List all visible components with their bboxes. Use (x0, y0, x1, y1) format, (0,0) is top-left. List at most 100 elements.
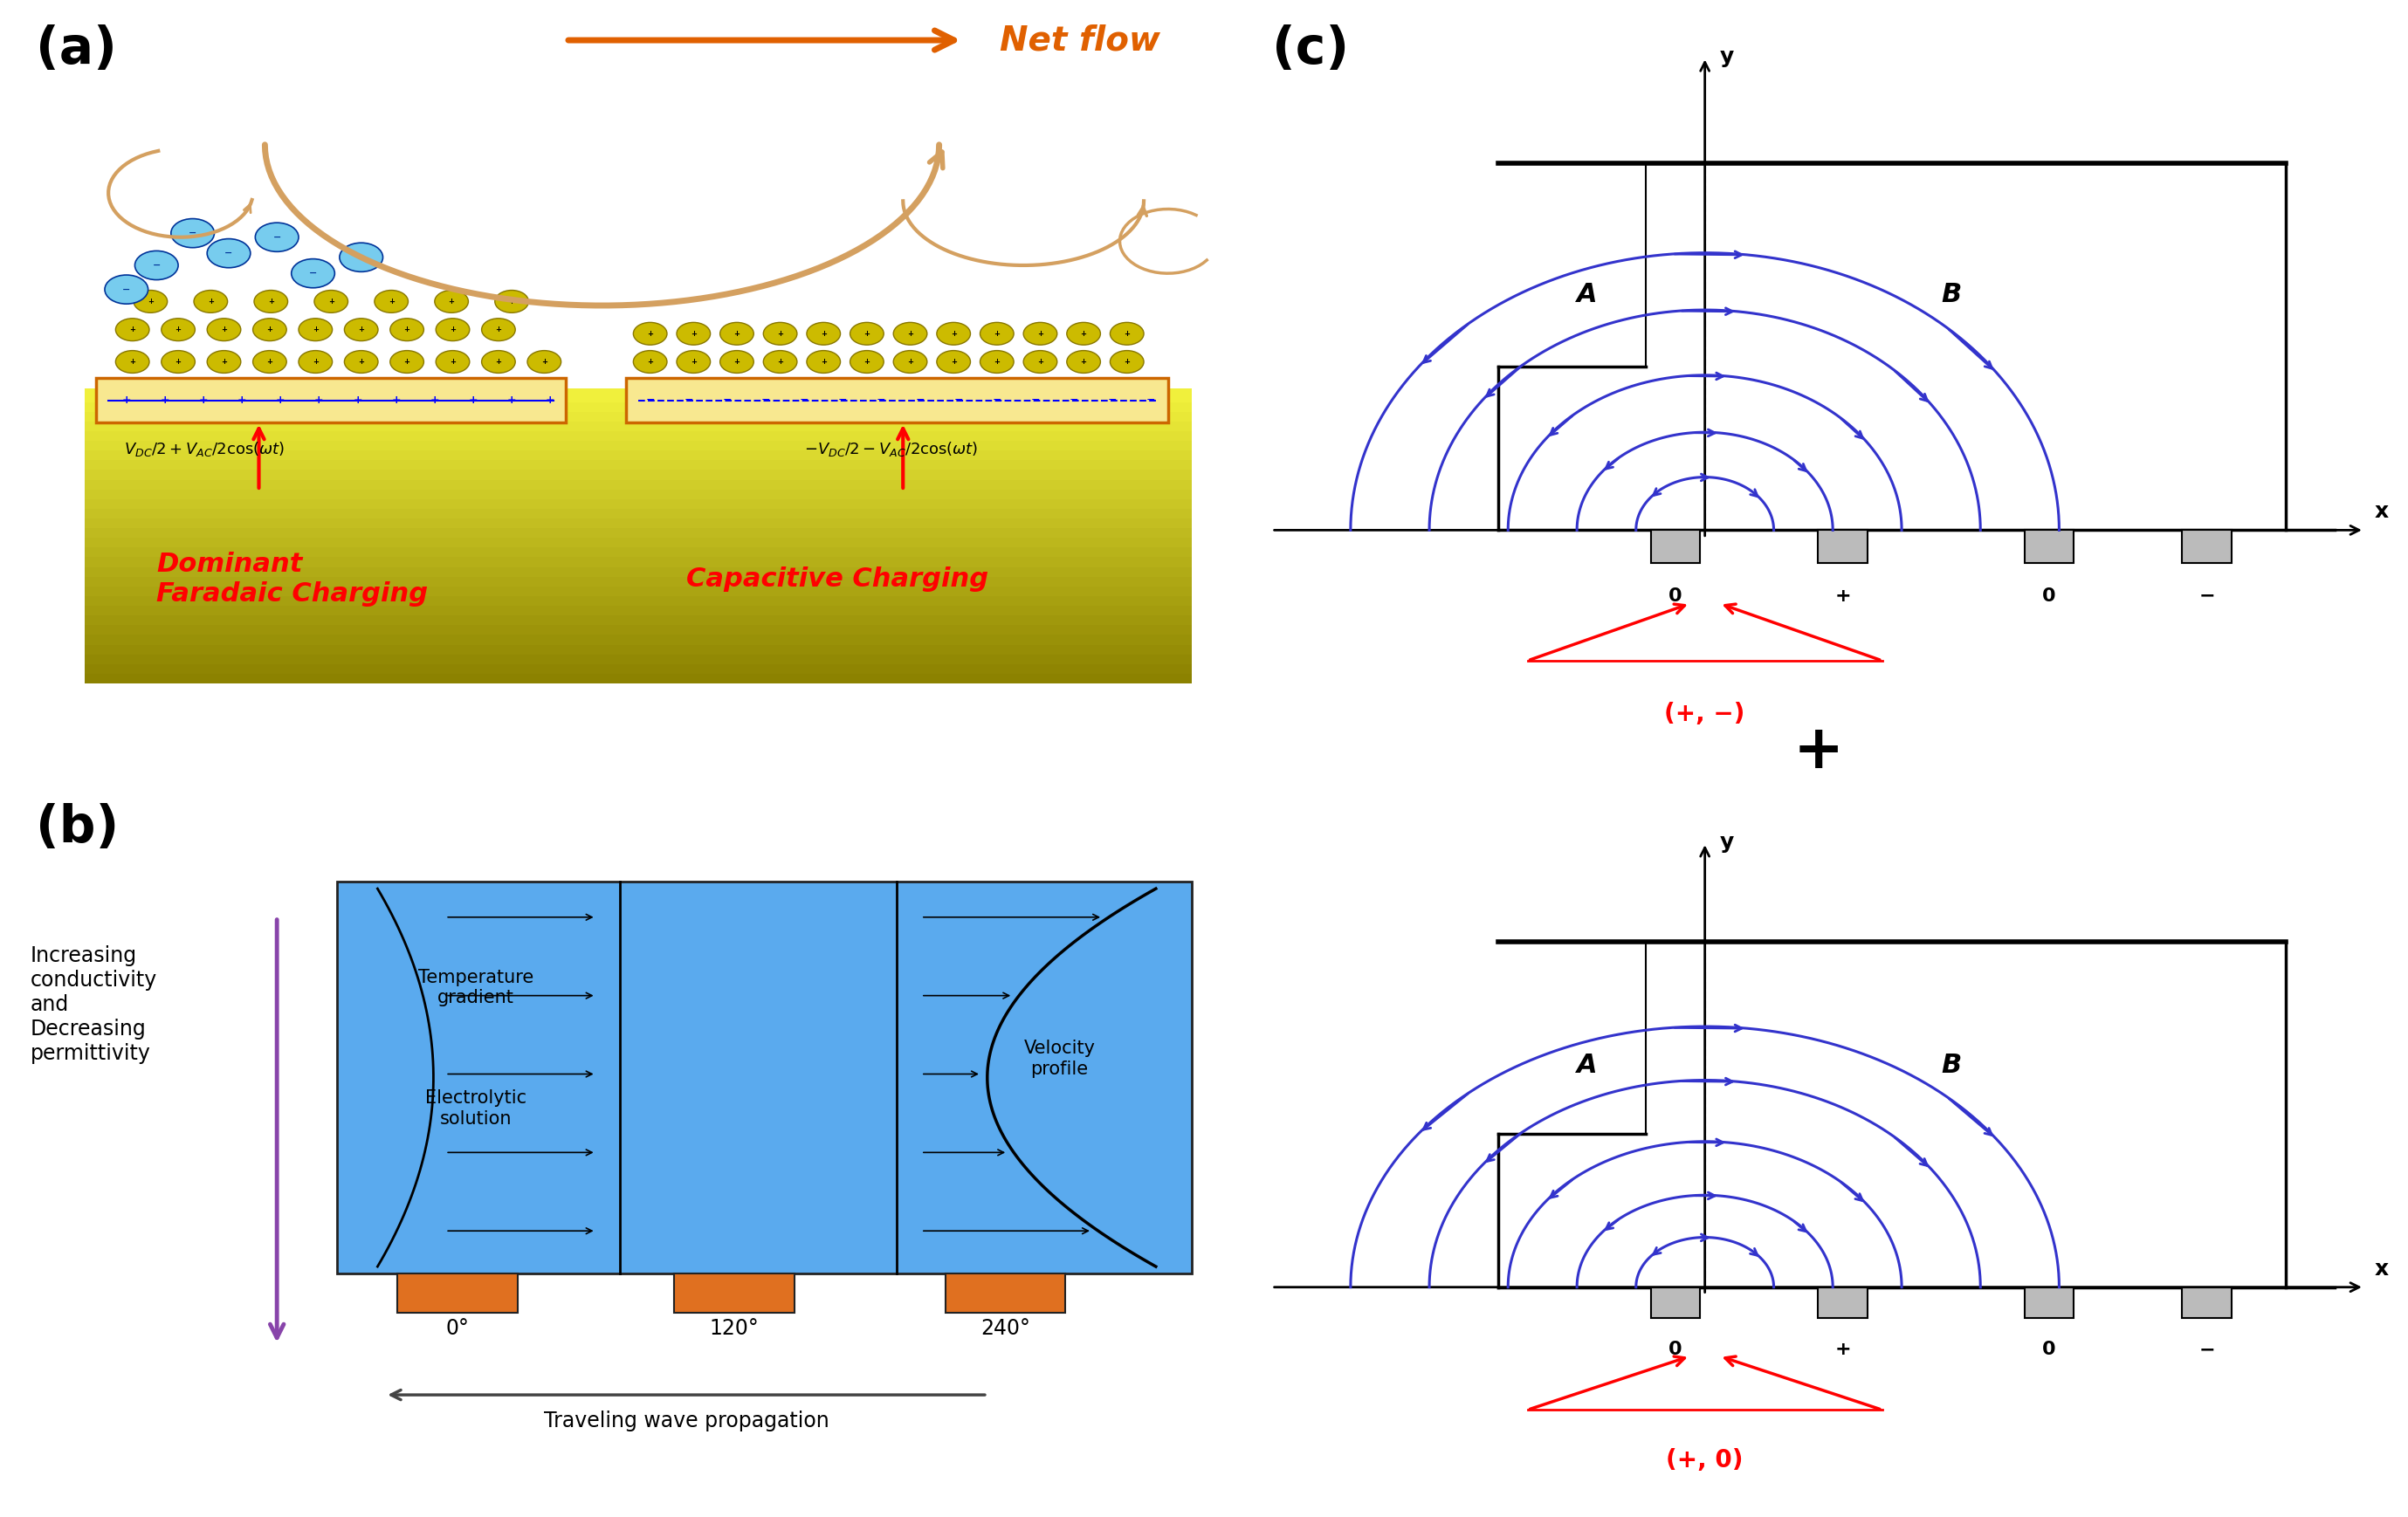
Text: +: + (1038, 329, 1043, 338)
Text: −: − (356, 253, 366, 261)
Bar (84, 525, 1192, 539)
Bar (84, 399, 1192, 411)
Circle shape (677, 323, 710, 344)
Text: +: + (691, 358, 696, 366)
Circle shape (255, 290, 289, 313)
Text: x: x (2374, 501, 2389, 522)
Text: −: − (645, 394, 655, 407)
Text: −: − (684, 394, 694, 407)
Text: −: − (308, 269, 318, 278)
Text: (+, 0): (+, 0) (1666, 1449, 1743, 1473)
Bar (626, 378, 1168, 422)
Circle shape (433, 290, 470, 313)
Text: 0°: 0° (445, 1318, 470, 1338)
Text: (c): (c) (1271, 24, 1348, 74)
Text: +: + (908, 358, 913, 366)
Text: +: + (508, 297, 515, 305)
Circle shape (677, 350, 710, 373)
Text: +: + (908, 329, 913, 338)
Circle shape (116, 350, 149, 373)
Text: +: + (238, 394, 246, 407)
Text: −: − (915, 394, 925, 407)
Text: +: + (1835, 1341, 1852, 1358)
Text: 0: 0 (2042, 1341, 2056, 1358)
Text: −: − (123, 285, 130, 294)
Text: +: + (222, 326, 226, 334)
Text: +: + (431, 394, 438, 407)
Text: +: + (734, 358, 739, 366)
Circle shape (1067, 350, 1100, 373)
Circle shape (1067, 323, 1100, 344)
Bar (2025, 1286, 2073, 1318)
Bar (2182, 1286, 2232, 1318)
Text: y: y (1719, 47, 1734, 68)
Circle shape (116, 319, 149, 341)
Text: −: − (1146, 394, 1156, 407)
Bar (1652, 529, 1700, 563)
Text: +: + (388, 297, 395, 305)
Text: +: + (393, 394, 400, 407)
Circle shape (340, 243, 383, 272)
Text: −: − (954, 394, 963, 407)
Bar (84, 466, 1192, 479)
Circle shape (344, 350, 378, 373)
Text: +: + (147, 297, 154, 305)
Text: Dominant
Faradaic Charging: Dominant Faradaic Charging (157, 552, 429, 607)
Text: +: + (1125, 329, 1129, 338)
Bar (84, 457, 1192, 470)
Bar (337, 881, 1192, 1274)
Bar (84, 476, 1192, 490)
Text: +: + (313, 326, 318, 334)
Text: +: + (313, 358, 318, 366)
Bar (84, 554, 1192, 567)
Bar (84, 545, 1192, 557)
Circle shape (171, 218, 214, 247)
Bar (397, 1274, 518, 1312)
Text: +: + (496, 326, 501, 334)
Text: +: + (359, 358, 364, 366)
Bar (84, 660, 1192, 674)
Bar (84, 671, 1192, 683)
Bar (84, 602, 1192, 616)
Text: −: − (1031, 394, 1040, 407)
Bar (84, 583, 1192, 596)
Text: +: + (470, 394, 477, 407)
Bar (84, 417, 1192, 431)
Bar (84, 573, 1192, 587)
Text: +: + (995, 358, 999, 366)
Text: −: − (272, 232, 282, 241)
Bar (1818, 1286, 1866, 1318)
Circle shape (344, 319, 378, 341)
Bar (1652, 1286, 1700, 1318)
Text: −: − (877, 394, 886, 407)
Text: +: + (547, 394, 554, 407)
Text: +: + (200, 394, 207, 407)
Bar (674, 1274, 795, 1312)
Circle shape (807, 350, 840, 373)
Text: +: + (778, 358, 783, 366)
Circle shape (207, 319, 241, 341)
Circle shape (193, 290, 226, 313)
Bar (946, 1274, 1067, 1312)
Text: +: + (1081, 358, 1086, 366)
Circle shape (763, 323, 797, 344)
Circle shape (1023, 350, 1057, 373)
Text: −: − (2199, 587, 2215, 605)
Bar (2025, 529, 2073, 563)
Text: +: + (176, 326, 181, 334)
Text: +: + (405, 358, 409, 366)
Bar (84, 485, 1192, 499)
Text: $V_{DC}/2+V_{AC}/2\cos(\omega t)$: $V_{DC}/2+V_{AC}/2\cos(\omega t)$ (125, 440, 284, 458)
Text: +: + (995, 329, 999, 338)
Text: +: + (951, 329, 956, 338)
Circle shape (527, 350, 561, 373)
Circle shape (373, 290, 407, 313)
Text: +: + (267, 297, 275, 305)
Circle shape (937, 323, 970, 344)
Circle shape (633, 323, 667, 344)
Text: (b): (b) (36, 802, 120, 853)
Text: +: + (951, 358, 956, 366)
Text: +: + (176, 358, 181, 366)
Text: Increasing
conductivity
and
Decreasing
permittivity: Increasing conductivity and Decreasing p… (29, 945, 157, 1063)
Text: +: + (1038, 358, 1043, 366)
